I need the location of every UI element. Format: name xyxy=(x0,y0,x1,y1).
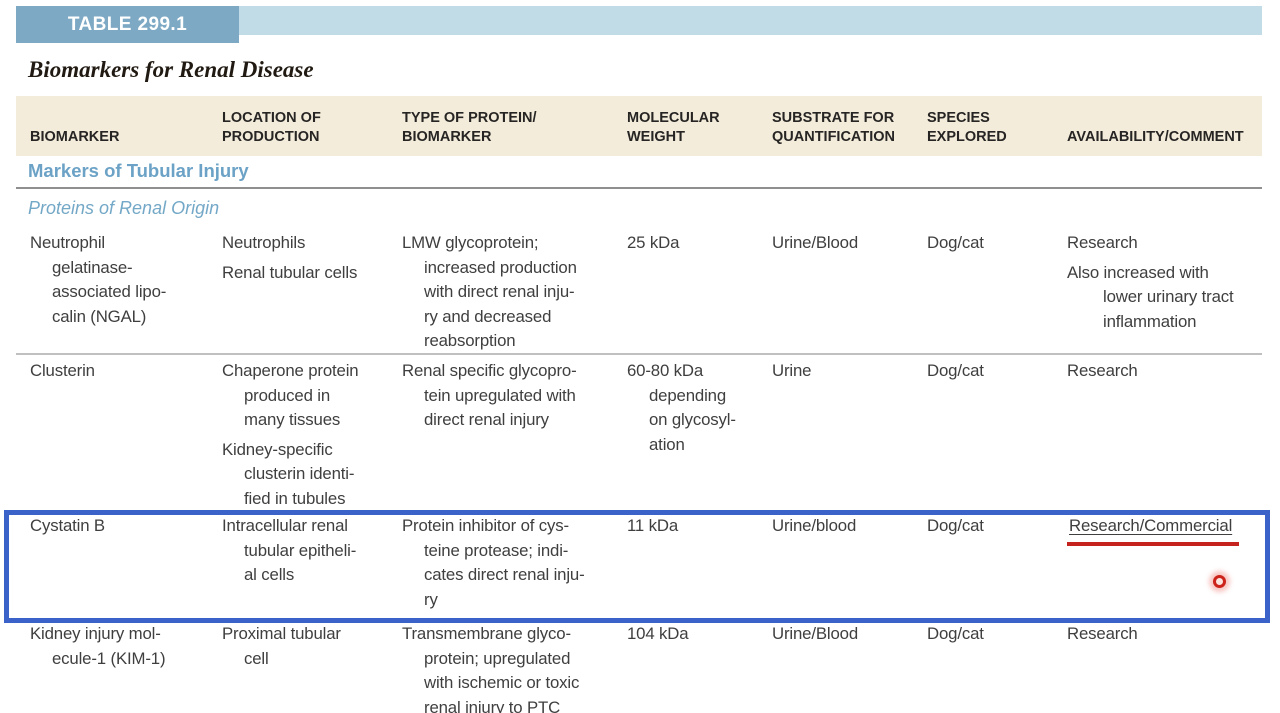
section-label: Markers of Tubular Injury xyxy=(28,160,249,181)
cell-availability-comment: Research xyxy=(1067,361,1138,380)
cell-substrate-for-quantification: Urine xyxy=(772,361,812,380)
cell-availability-comment: Research xyxy=(1067,624,1138,643)
table-title: Biomarkers for Renal Disease xyxy=(28,57,314,82)
cell-substrate-for-quantification: Urine/blood xyxy=(772,516,857,535)
cell-substrate-for-quantification: Urine/Blood xyxy=(772,233,859,252)
table-body: Markers of Tubular Injury Proteins of Ren… xyxy=(16,156,1262,713)
table-row-clusterin: Clusterin Chaperone protein produced in man… xyxy=(16,355,1262,508)
table-row-ngal: Neutrophil gelatinase-associated lipo-cal… xyxy=(16,229,1262,355)
column-header-availability-comment: AVAILABILITY/COMMENT xyxy=(1067,129,1244,145)
cell-biomarker: Clusterin xyxy=(30,361,95,380)
cell-type-of-protein-biomarker: Renal specific glycopro-tein upregulated… xyxy=(402,361,577,429)
column-header-biomarker: BIOMARKER xyxy=(30,129,120,145)
table-header-row: BIOMARKER LOCATION OF PRODUCTION TYPE OF P… xyxy=(16,96,1262,156)
column-header-species-explored: SPECIES EXPLORED xyxy=(927,110,1007,145)
column-header-type-of-protein-biomarker: TYPE OF PROTEIN/ BIOMARKER xyxy=(402,110,537,145)
cell-biomarker: Cystatin B xyxy=(30,516,105,535)
cell-molecular-weight: 104 kDa xyxy=(627,624,689,643)
cell-species-explored: Dog/cat xyxy=(927,624,984,643)
table-row-kim-1: Kidney injury mol-ecule-1 (KIM-1) Proxima… xyxy=(16,618,1262,713)
cell-location-of-production: Neutrophils Renal tubular cells xyxy=(222,233,358,282)
column-header-substrate-for-quantification: SUBSTRATE FOR QUANTIFICATION xyxy=(772,110,895,145)
cell-type-of-protein-biomarker: Transmembrane glyco-protein; upregulated… xyxy=(402,624,580,713)
cell-species-explored: Dog/cat xyxy=(927,361,984,380)
cell-location-of-production: Proximal tubular cell xyxy=(222,624,341,668)
section-header-row: Markers of Tubular Injury xyxy=(16,156,1262,189)
table-tag-band: TABLE 299.1 xyxy=(16,6,1262,43)
cell-type-of-protein-biomarker: LMW glycoprotein; increased production wit… xyxy=(402,233,577,350)
cell-location-of-production: Chaperone protein produced in many tissues… xyxy=(222,361,359,508)
cell-biomarker: Neutrophil gelatinase-associated lipo-cal… xyxy=(30,233,167,326)
cell-species-explored: Dog/cat xyxy=(927,233,984,252)
cell-location-of-production: Intracellular renal tubular epitheli-al c… xyxy=(222,516,357,584)
cell-biomarker: Kidney injury mol-ecule-1 (KIM-1) xyxy=(30,624,166,668)
column-header-molecular-weight: MOLECULAR WEIGHT xyxy=(627,110,720,145)
cell-substrate-for-quantification: Urine/Blood xyxy=(772,624,859,643)
click-indicator-dot xyxy=(1213,575,1226,588)
cell-molecular-weight: 60-80 kDa depending on glycosyl-ation xyxy=(627,361,736,454)
biomarkers-table: BIOMARKER LOCATION OF PRODUCTION TYPE OF P… xyxy=(16,96,1262,713)
cell-molecular-weight: 25 kDa xyxy=(627,233,680,252)
cell-species-explored: Dog/cat xyxy=(927,516,984,535)
cell-type-of-protein-biomarker: Protein inhibitor of cys-teine protease;… xyxy=(402,516,585,609)
table-row-cystatin-b[interactable]: Cystatin B Intracellular renal tubular epi… xyxy=(16,505,1262,618)
table-number-tag: TABLE 299.1 xyxy=(16,6,239,43)
cell-availability-comment: Research Also increased with lower urinary… xyxy=(1067,233,1234,331)
cell-molecular-weight: 11 kDa xyxy=(627,516,679,535)
cell-availability-comment: Research/Commercial xyxy=(1053,514,1262,618)
row-highlight-box[interactable] xyxy=(4,510,1270,623)
subsection-label: Proteins of Renal Origin xyxy=(28,198,220,218)
column-header-location-of-production: LOCATION OF PRODUCTION xyxy=(222,110,321,145)
subsection-header-row: Proteins of Renal Origin xyxy=(16,189,1262,229)
